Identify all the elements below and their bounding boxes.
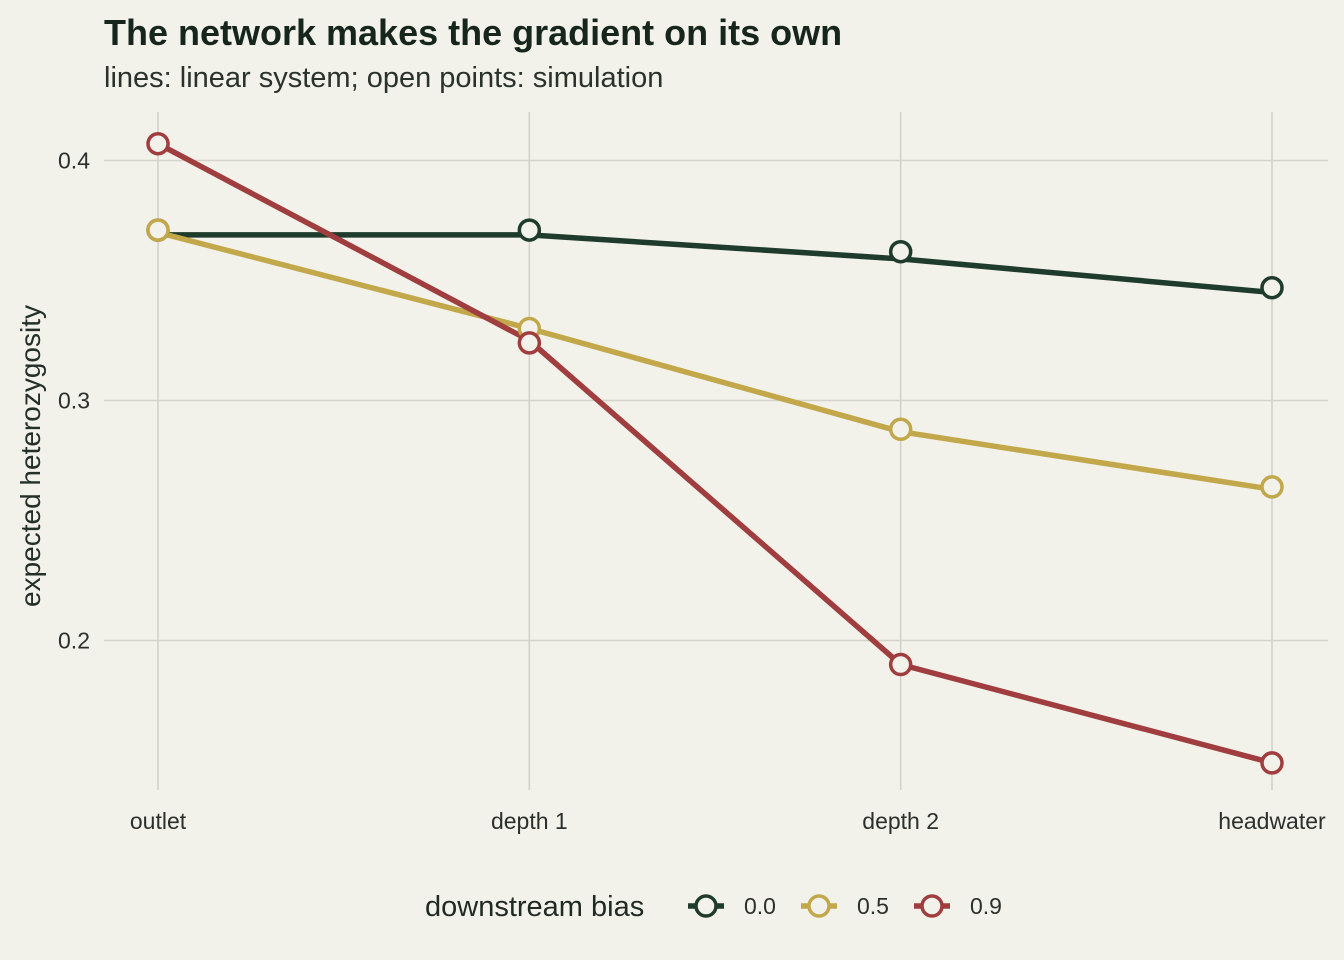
legend-key-point xyxy=(920,894,944,918)
series-line-0-0 xyxy=(158,232,1273,296)
series-line-0-5 xyxy=(157,229,1273,493)
y-tick-label: 0.3 xyxy=(58,388,90,414)
legend-label: 0.0 xyxy=(744,893,776,919)
legend-key-point xyxy=(807,894,831,918)
series-lines xyxy=(156,141,1273,766)
series-line-0-9 xyxy=(156,141,1273,766)
x-tick-label: depth 1 xyxy=(491,808,568,834)
point-0-9-headwater xyxy=(1260,751,1284,775)
point-0-5-outlet xyxy=(146,218,170,242)
x-tick-label: depth 2 xyxy=(862,808,939,834)
x-tick-label: headwater xyxy=(1218,808,1326,834)
chart-subtitle: lines: linear system; open points: simul… xyxy=(104,62,664,94)
legend-title: downstream bias xyxy=(425,891,644,923)
legend-entry-0-0: 0.0 xyxy=(688,893,776,919)
y-axis-label: expected heterozygosity xyxy=(15,305,46,607)
chart-title: The network makes the gradient on its ow… xyxy=(104,12,843,53)
legend-label: 0.5 xyxy=(857,893,889,919)
y-tick-label: 0.2 xyxy=(58,628,90,654)
legend-entry-0-9: 0.9 xyxy=(914,893,1002,919)
legend-entry-0-5: 0.5 xyxy=(801,893,889,919)
legend-key-point xyxy=(694,894,718,918)
legend-label: 0.9 xyxy=(970,893,1002,919)
x-axis-ticks: outlet depth 1 depth 2 headwater xyxy=(130,808,1326,834)
y-axis-ticks: 0.2 0.3 0.4 xyxy=(58,148,90,654)
point-0-9-outlet xyxy=(146,131,170,156)
legend: downstream bias 0.0 0.5 0.9 xyxy=(425,891,1002,923)
point-0-5-headwater xyxy=(1260,475,1284,499)
point-0-0-depth-1 xyxy=(517,218,542,242)
y-tick-label: 0.4 xyxy=(58,148,90,174)
series-points xyxy=(146,131,1284,775)
point-0-5-depth-2 xyxy=(888,417,913,442)
point-0-9-depth-1 xyxy=(517,331,542,355)
point-0-9-depth-2 xyxy=(888,652,913,677)
point-0-0-depth-2 xyxy=(888,239,913,264)
legend-entries: 0.0 0.5 0.9 xyxy=(688,893,1002,919)
point-0-0-headwater xyxy=(1260,275,1284,300)
x-tick-label: outlet xyxy=(130,808,187,834)
